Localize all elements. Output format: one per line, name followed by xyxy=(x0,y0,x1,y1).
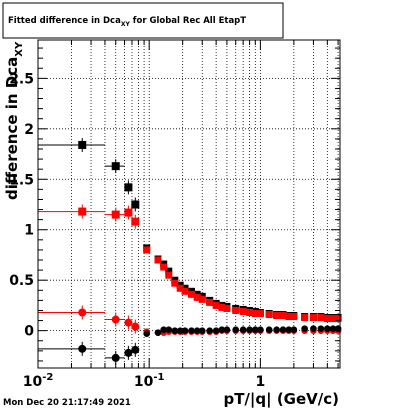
data-point xyxy=(181,327,189,334)
data-point xyxy=(154,256,162,264)
data-point xyxy=(273,326,280,333)
x-axis-label: pT/|q| (GeV/c) xyxy=(223,390,339,409)
data-point xyxy=(279,312,287,320)
data-point xyxy=(124,208,133,217)
data-point xyxy=(111,353,120,362)
data-point xyxy=(111,315,120,324)
data-point xyxy=(239,307,247,315)
data-point xyxy=(165,271,173,279)
data-point xyxy=(257,326,264,333)
data-point xyxy=(324,325,331,332)
chart-title: Fitted difference in DcaXY for Global Re… xyxy=(8,16,246,28)
y-tick-label: 1.5 xyxy=(9,172,34,188)
data-point xyxy=(285,326,293,333)
tick-labels: 0 0.5 1 1.5 2 2.5 10-2 10-1 1 xyxy=(9,71,265,390)
data-point xyxy=(78,207,87,216)
data-point xyxy=(265,326,273,333)
data-point xyxy=(251,326,259,333)
axis-ticks xyxy=(37,40,340,368)
y-tick-label: 0.5 xyxy=(9,273,34,289)
data-point xyxy=(218,326,226,333)
data-point xyxy=(131,217,140,226)
data-point xyxy=(206,298,214,306)
data-point xyxy=(232,326,240,333)
data-point xyxy=(334,315,342,323)
data-point xyxy=(212,327,220,334)
data-point xyxy=(265,311,273,319)
data-point xyxy=(256,310,264,318)
data-point xyxy=(193,327,201,334)
data-point xyxy=(212,301,220,309)
data-point xyxy=(124,318,133,327)
data-point xyxy=(78,308,87,317)
data-point xyxy=(317,325,325,332)
data-point xyxy=(198,295,206,303)
data-point xyxy=(323,315,331,323)
data-point xyxy=(223,304,231,312)
x-tick-label: 10-1 xyxy=(134,372,165,390)
plot-frame xyxy=(37,39,341,369)
data-point xyxy=(246,326,253,333)
data-point xyxy=(218,303,226,311)
y-axis-label: difference in DcaXY xyxy=(3,41,25,200)
data-point xyxy=(160,326,167,333)
data-point xyxy=(309,314,317,322)
data-point xyxy=(223,326,231,333)
y-tick-label: 2.5 xyxy=(9,71,34,87)
x-tick-label: 1 xyxy=(256,374,266,390)
data-point xyxy=(310,325,317,332)
data-point xyxy=(131,322,140,331)
data-point xyxy=(111,210,120,219)
data-point xyxy=(171,279,179,287)
data-point xyxy=(176,327,184,334)
data-point xyxy=(246,308,254,316)
data-point xyxy=(301,325,308,332)
data-point xyxy=(176,284,184,292)
data-point xyxy=(290,313,298,321)
series-3 xyxy=(38,325,342,365)
timestamp: Mon Dec 20 21:17:49 2021 xyxy=(3,398,131,408)
data-point xyxy=(143,246,151,254)
series-1 xyxy=(38,204,342,323)
data-point xyxy=(198,327,206,334)
data-point xyxy=(160,263,168,271)
data-point xyxy=(143,330,151,337)
data-point xyxy=(251,310,259,318)
grid-lines xyxy=(37,40,340,368)
data-point xyxy=(285,313,293,321)
data-point xyxy=(301,314,309,322)
data-point xyxy=(165,326,173,333)
data-point xyxy=(124,183,133,192)
data-point xyxy=(329,315,337,323)
data-point xyxy=(290,326,298,333)
data-point xyxy=(78,140,87,149)
data-point xyxy=(193,293,201,301)
data-point xyxy=(165,267,173,275)
data-point xyxy=(279,326,287,333)
data-point xyxy=(232,306,240,314)
y-tick-label: 0 xyxy=(24,324,34,340)
data-point xyxy=(171,327,179,334)
data-point xyxy=(154,329,162,336)
data-point xyxy=(111,162,120,171)
data-point xyxy=(124,348,133,357)
chart-title-box: Fitted difference in DcaXY for Global Re… xyxy=(2,2,284,39)
y-tick-label: 2 xyxy=(24,122,34,138)
y-tick-label: 1 xyxy=(24,223,34,239)
data-point xyxy=(187,290,195,298)
data-series xyxy=(38,137,342,365)
data-point xyxy=(317,314,325,322)
data-point xyxy=(181,287,189,295)
data-point xyxy=(239,326,247,333)
data-point xyxy=(188,327,195,334)
data-point xyxy=(131,345,140,354)
data-point xyxy=(273,312,281,320)
data-point xyxy=(78,344,87,353)
x-tick-label: 10-2 xyxy=(23,372,54,390)
data-point xyxy=(131,200,140,209)
data-point xyxy=(206,327,213,334)
